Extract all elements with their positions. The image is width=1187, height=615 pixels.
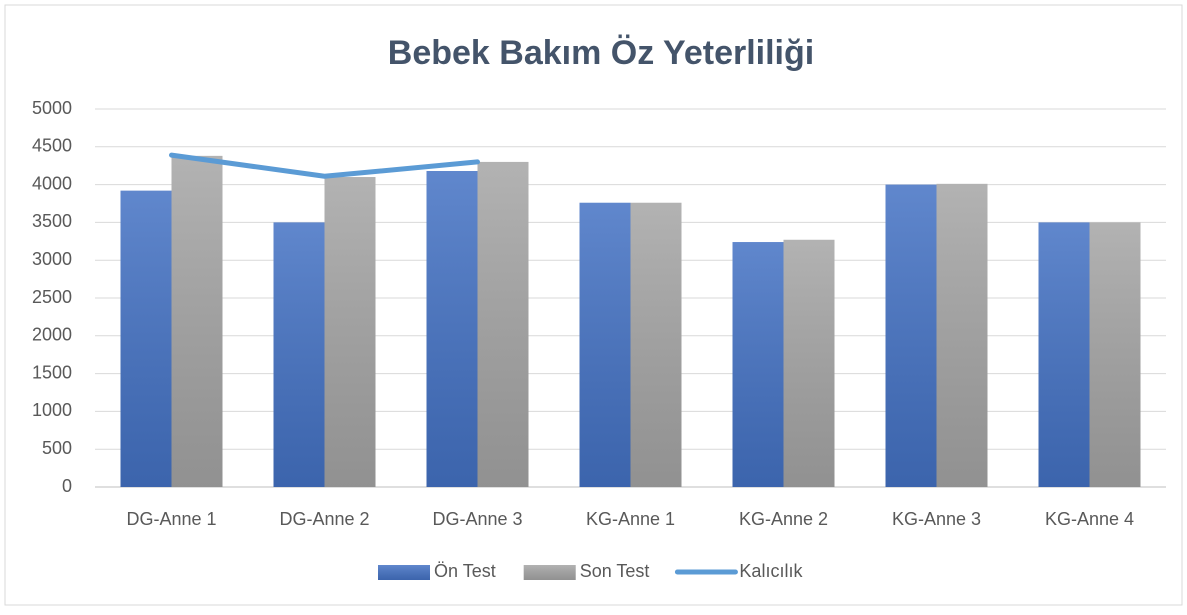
bar-shade	[120, 190, 172, 487]
x-tick-label: KG-Anne 1	[586, 509, 675, 529]
legend-swatch-shade	[523, 565, 576, 580]
y-tick-label: 2500	[32, 287, 72, 307]
bar-shade	[783, 239, 835, 487]
bar-shade	[171, 155, 223, 487]
x-tick-label: KG-Anne 3	[892, 509, 981, 529]
bar-shade	[273, 222, 325, 487]
x-tick-label: DG-Anne 1	[126, 509, 216, 529]
bar-shade	[324, 177, 376, 488]
bar-shade	[1089, 222, 1141, 487]
y-tick-label: 1500	[32, 362, 72, 382]
bar-shade	[732, 242, 784, 487]
y-tick-label: 4000	[32, 173, 72, 193]
bar-shade	[579, 202, 631, 487]
y-tick-label: 3000	[32, 249, 72, 269]
y-tick-label: 5000	[32, 98, 72, 118]
legend-label: Kalıcılık	[739, 561, 803, 581]
y-tick-label: 0	[62, 476, 72, 496]
x-tick-label: KG-Anne 4	[1045, 509, 1134, 529]
line-series	[169, 152, 480, 179]
legend-label: Ön Test	[434, 561, 496, 581]
legend-swatch-shade	[378, 565, 430, 580]
y-tick-label: 1000	[32, 400, 72, 420]
y-tick-label: 4500	[32, 136, 72, 156]
legend-label: Son Test	[580, 561, 650, 581]
bar-shade	[1038, 222, 1090, 487]
x-tick-label: DG-Anne 2	[279, 509, 369, 529]
chart-title: Bebek Bakım Öz Yeterliliği	[388, 34, 814, 72]
x-tick-label: DG-Anne 3	[432, 509, 522, 529]
y-tick-label: 3500	[32, 211, 72, 231]
bar-shade	[477, 161, 529, 488]
bar-shade	[936, 183, 988, 487]
bar-shade	[630, 202, 682, 487]
bar-shade	[885, 184, 937, 487]
y-tick-label: 500	[42, 438, 72, 458]
y-tick-label: 2000	[32, 325, 72, 345]
x-tick-label: KG-Anne 2	[739, 509, 828, 529]
bar-shade	[426, 170, 478, 487]
